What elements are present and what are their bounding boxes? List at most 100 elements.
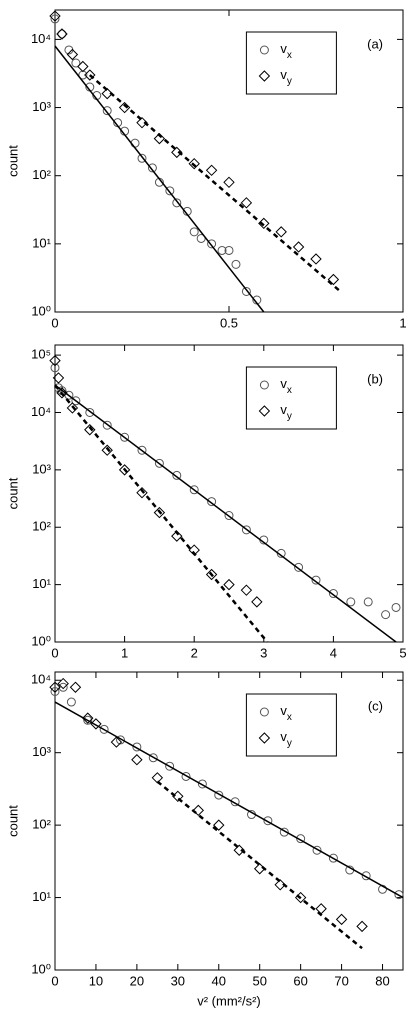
legend-label: vy xyxy=(280,729,292,749)
vx-point xyxy=(102,106,112,116)
vx-point xyxy=(154,458,164,468)
y-tick-label: 10¹ xyxy=(32,235,51,250)
y-axis-label: count xyxy=(5,805,20,837)
fit-line xyxy=(54,45,265,313)
vy-point xyxy=(56,387,68,399)
x-axis-label: v² (mm²/s²) xyxy=(197,993,261,1008)
x-tick-label: 2 xyxy=(191,645,198,660)
legend-marker xyxy=(259,45,269,55)
vx-point xyxy=(361,871,371,881)
vy-point xyxy=(66,402,79,414)
vy-point xyxy=(292,241,305,253)
vx-point xyxy=(391,602,401,612)
fit-line xyxy=(156,780,363,950)
vy-point xyxy=(153,506,166,519)
fit-line xyxy=(54,701,404,899)
x-tick-label: 3 xyxy=(260,645,267,660)
vx-point xyxy=(214,790,224,800)
x-tick-label: 0 xyxy=(51,645,58,660)
vy-point xyxy=(223,578,235,591)
vy-point xyxy=(233,844,245,856)
vx-point xyxy=(241,286,251,296)
vy-point xyxy=(49,10,61,22)
vy-point xyxy=(356,920,368,933)
fit-line xyxy=(88,74,342,293)
vy-point xyxy=(49,354,61,367)
vx-point xyxy=(231,259,241,269)
vx-point xyxy=(132,742,142,752)
x-tick-label: 0.5 xyxy=(220,315,238,330)
vx-point xyxy=(165,186,175,196)
y-tick-label: 10⁴ xyxy=(31,31,51,46)
vx-point xyxy=(328,589,338,599)
vx-point xyxy=(50,686,60,696)
y-tick-label: 10¹ xyxy=(32,889,51,904)
vy-point xyxy=(49,681,61,693)
vx-point xyxy=(58,682,68,692)
y-tick-label: 10² xyxy=(32,817,51,832)
panel-label: (c) xyxy=(368,698,383,713)
legend-label: vy xyxy=(280,67,292,87)
vx-point xyxy=(148,753,158,763)
x-tick-label: 70 xyxy=(334,973,348,988)
vx-point xyxy=(346,597,356,607)
legend-box xyxy=(245,31,337,95)
vy-point xyxy=(66,48,79,61)
vx-point xyxy=(50,14,60,24)
y-axis-label: count xyxy=(5,477,20,509)
vx-point xyxy=(71,58,81,68)
legend-label: vx xyxy=(280,703,292,723)
vx-point xyxy=(116,735,126,745)
legend-label: vx xyxy=(280,376,292,396)
vy-point xyxy=(205,164,218,177)
x-tick-label: 80 xyxy=(375,973,389,988)
vx-point xyxy=(312,845,322,855)
vx-point xyxy=(172,470,182,480)
vx-point xyxy=(381,610,391,620)
vx-point xyxy=(147,163,157,173)
vy-point xyxy=(110,736,123,748)
vx-point xyxy=(294,562,304,572)
x-tick-label: 30 xyxy=(171,973,185,988)
x-tick-label: 1 xyxy=(121,645,128,660)
x-tick-label: 0 xyxy=(51,315,58,330)
y-tick-label: 10⁰ xyxy=(31,961,51,976)
vx-point xyxy=(50,363,60,373)
vy-point xyxy=(118,101,131,114)
vx-point xyxy=(137,445,147,455)
vy-point xyxy=(188,157,200,170)
vx-point xyxy=(57,29,67,39)
vx-point xyxy=(207,239,217,249)
x-tick-label: 0 xyxy=(51,973,58,988)
vx-point xyxy=(241,525,251,535)
vy-point xyxy=(275,226,287,238)
vy-point xyxy=(56,28,68,40)
plot-frame xyxy=(54,344,404,643)
legend-marker xyxy=(259,380,269,390)
legend-marker xyxy=(258,70,271,82)
vy-point xyxy=(84,69,96,81)
x-tick-label: 40 xyxy=(212,973,226,988)
vy-point xyxy=(223,176,235,189)
vx-point xyxy=(172,198,182,208)
vx-point xyxy=(66,697,76,707)
y-tick-label: 10¹ xyxy=(32,576,51,591)
vy-point xyxy=(69,681,82,693)
legend-box xyxy=(245,366,337,430)
x-tick-label: 1 xyxy=(399,315,406,330)
vx-point xyxy=(71,396,81,406)
vy-point xyxy=(315,903,327,915)
vy-point xyxy=(151,772,164,784)
vx-point xyxy=(165,761,175,771)
vx-point xyxy=(197,779,207,789)
y-tick-label: 10² xyxy=(32,519,51,534)
vy-point xyxy=(274,879,286,891)
vy-point xyxy=(327,273,340,286)
legend-label: vy xyxy=(280,402,292,422)
x-tick-label: 4 xyxy=(330,645,337,660)
vy-point xyxy=(171,530,183,542)
vx-point xyxy=(137,153,147,163)
vy-point xyxy=(213,819,225,831)
vy-point xyxy=(57,677,69,690)
